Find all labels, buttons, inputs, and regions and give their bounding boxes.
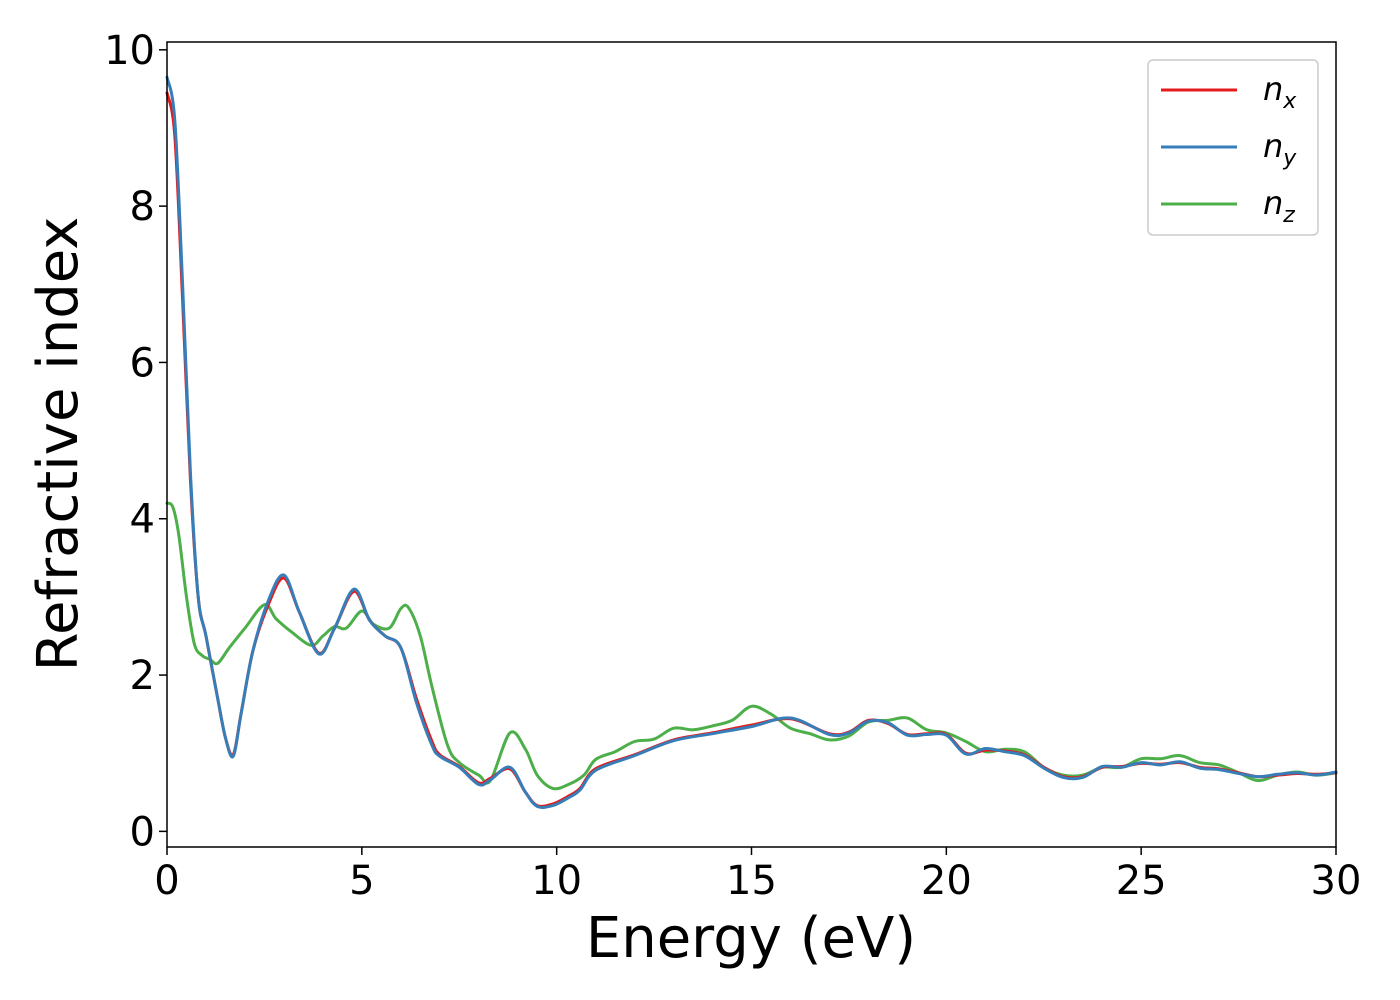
y-tick-label: 2 [130, 653, 155, 699]
y-tick-label: 8 [130, 184, 155, 230]
legend-label-ny: ny [1263, 127, 1297, 171]
series-line-ny [165, 75, 1338, 809]
x-tick-label: 0 [154, 858, 179, 904]
y-tick-label: 6 [130, 340, 155, 386]
y-tick-label: 10 [104, 28, 155, 74]
x-tick-label: 5 [349, 858, 374, 904]
y-tick-label: 4 [130, 497, 155, 543]
x-axis-ticks: 0 5 10 15 20 25 30 [154, 847, 1361, 904]
legend-label-nz: nz [1263, 184, 1295, 228]
legend: nx ny nz [1147, 59, 1319, 236]
series-line-nz [165, 501, 1338, 791]
y-tick-label: 0 [130, 809, 155, 855]
plot-lines [165, 75, 1338, 809]
legend-label-nx: nx [1263, 70, 1297, 114]
plot-frame [166, 41, 1337, 848]
x-tick-label: 15 [726, 858, 777, 904]
y-axis-ticks: 0 2 4 6 8 10 [104, 28, 167, 855]
x-axis-title: Energy (eV) [586, 906, 916, 971]
x-tick-label: 10 [531, 858, 582, 904]
y-axis-title: Refractive index [26, 217, 91, 672]
x-tick-label: 30 [1311, 858, 1362, 904]
x-tick-label: 20 [921, 858, 972, 904]
x-tick-label: 25 [1116, 858, 1167, 904]
